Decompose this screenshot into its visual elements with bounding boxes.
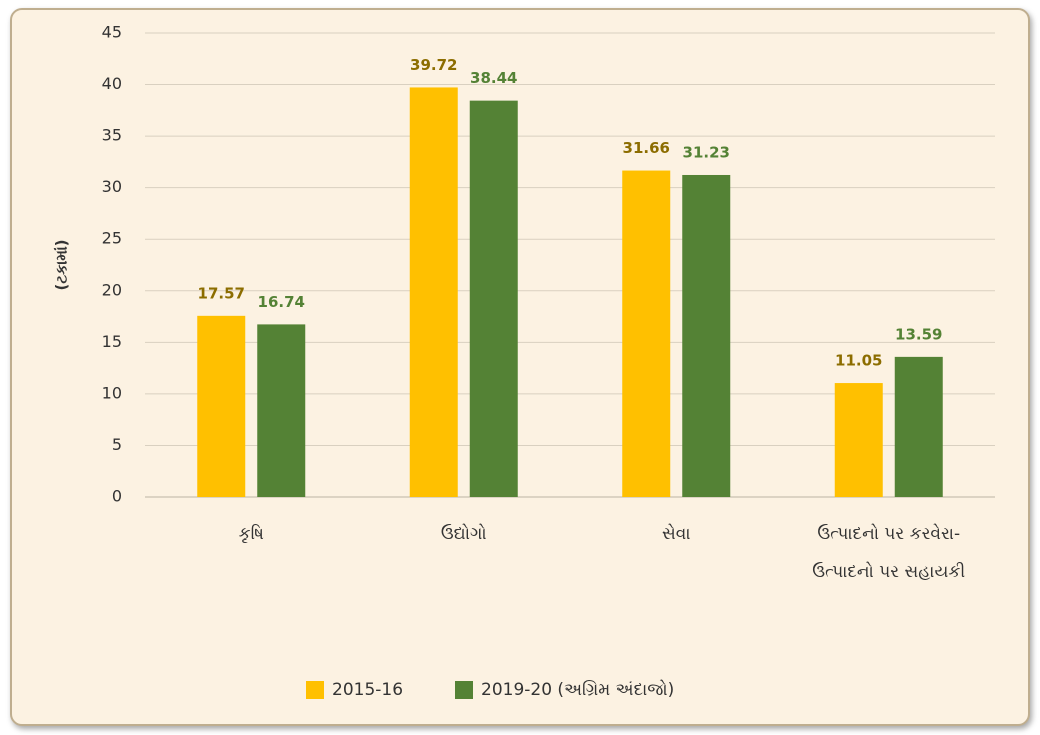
data-label: 39.72 [410, 56, 457, 74]
y-tick-label: 10 [102, 383, 122, 402]
bar [409, 87, 458, 498]
data-label: 31.23 [683, 143, 730, 161]
bar [469, 100, 518, 497]
legend-label: 2015-16 [332, 680, 403, 700]
data-label: 38.44 [470, 69, 517, 87]
bar [197, 315, 246, 497]
legend-label: 2019-20 (અગ્રિમ અંદાજો) [481, 679, 674, 700]
y-tick-label: 0 [112, 487, 122, 506]
data-label: 13.59 [895, 325, 942, 343]
data-label: 31.66 [623, 139, 670, 157]
bar [834, 383, 883, 497]
y-tick-label: 5 [112, 435, 122, 454]
legend-swatch [455, 681, 473, 699]
y-tick-label: 20 [102, 280, 122, 299]
x-tick-label: ઉત્પાદનો પર કરવેરા- ઉત્પાદનો પર સહાયકી [812, 524, 966, 582]
x-tick-label: કૃષિ [238, 524, 264, 544]
y-axis-label: (ટકામાં) [53, 240, 71, 291]
y-tick-label: 25 [102, 229, 122, 248]
bar [622, 170, 671, 497]
y-tick-label: 35 [102, 126, 122, 145]
data-label: 17.57 [198, 284, 245, 302]
bar [257, 324, 306, 497]
data-label: 16.74 [258, 293, 305, 311]
chart-card [10, 8, 1030, 726]
data-label: 11.05 [835, 352, 882, 370]
y-tick-label: 40 [102, 74, 122, 93]
y-tick-label: 45 [102, 23, 122, 42]
bar [682, 174, 731, 497]
x-tick-label: સેવા [661, 524, 691, 544]
y-tick-label: 15 [102, 332, 122, 351]
y-tick-label: 30 [102, 177, 122, 196]
legend-swatch [306, 681, 324, 699]
bar [894, 356, 943, 497]
x-tick-label: ઉદ્યોગો [440, 524, 487, 544]
